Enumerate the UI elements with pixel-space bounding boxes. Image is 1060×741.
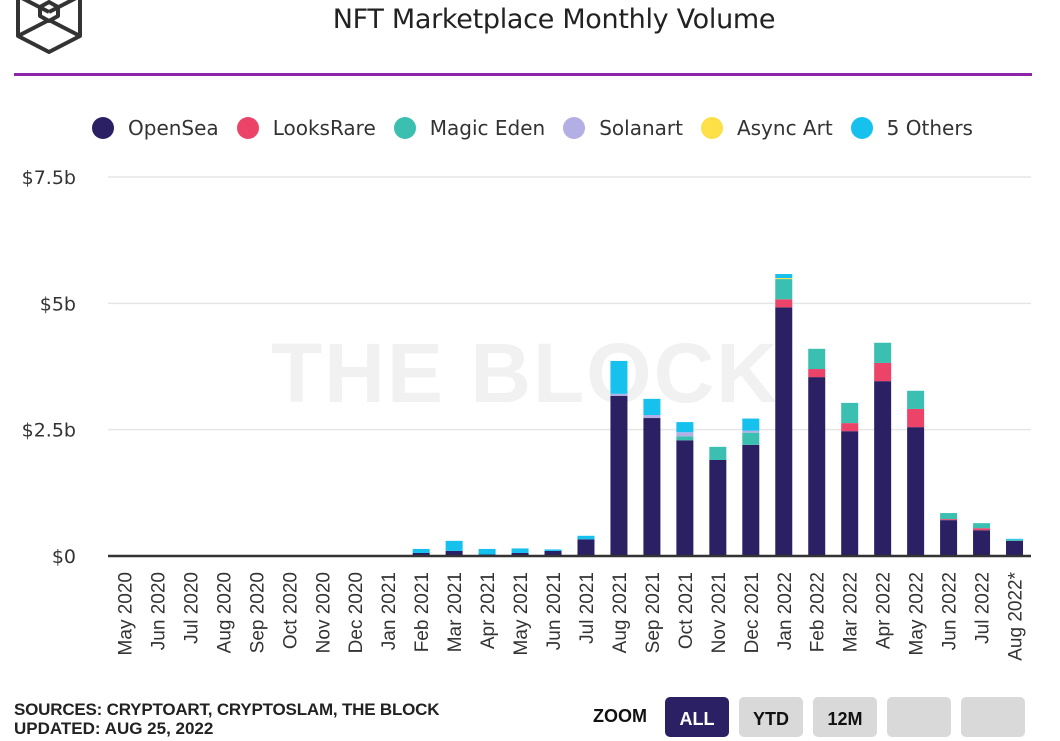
watermark-text: THE BLOCK xyxy=(271,326,779,420)
bar-segment-opensea[interactable] xyxy=(874,381,891,556)
bar-segment-magic-eden[interactable] xyxy=(676,436,693,440)
updated-text: UPDATED: AUG 25, 2022 xyxy=(14,719,213,739)
bar-segment-opensea[interactable] xyxy=(841,431,858,556)
bar-segment-5-others[interactable] xyxy=(676,422,693,432)
bar-segment-looksrare[interactable] xyxy=(940,519,957,520)
bar-segment-5-others[interactable] xyxy=(643,399,660,415)
bar-segment-solanart[interactable] xyxy=(643,415,660,418)
bar-segment-looksrare[interactable] xyxy=(874,363,891,381)
bar-segment-solanart[interactable] xyxy=(610,394,627,396)
bar-segment-5-others[interactable] xyxy=(742,419,759,431)
bar-segment-opensea[interactable] xyxy=(577,539,594,556)
bar-segment-5-others[interactable] xyxy=(446,541,463,551)
bar-segment-opensea[interactable] xyxy=(1006,541,1023,556)
bar-segment-looksrare[interactable] xyxy=(907,409,924,427)
bar-segment-async-art[interactable] xyxy=(775,278,792,279)
bar-segment-magic-eden[interactable] xyxy=(841,403,858,423)
x-tick-label: Aug 2021 xyxy=(610,572,631,653)
bar-segment-opensea[interactable] xyxy=(709,460,726,556)
x-tick-label: Oct 2020 xyxy=(280,572,301,649)
bar-segment-magic-eden[interactable] xyxy=(973,523,990,528)
bar-segment-magic-eden[interactable] xyxy=(1006,540,1023,541)
sources-text: SOURCES: CRYPTOART, CRYPTOSLAM, THE BLOC… xyxy=(14,700,439,720)
bar-segment-opensea[interactable] xyxy=(742,445,759,556)
bar-segment-opensea[interactable] xyxy=(973,530,990,556)
bar-segment-5-others[interactable] xyxy=(545,549,562,551)
x-tick-label: Jun 2022 xyxy=(940,572,961,650)
x-tick-label: Oct 2021 xyxy=(676,572,697,649)
x-tick-label: May 2021 xyxy=(511,572,532,655)
x-tick-label: Apr 2022 xyxy=(874,572,895,649)
bar-segment-5-others[interactable] xyxy=(577,536,594,540)
bar-segment-looksrare[interactable] xyxy=(808,369,825,377)
zoom-range-button[interactable] xyxy=(887,697,951,737)
bar-segment-opensea[interactable] xyxy=(610,396,627,556)
x-tick-label: Mar 2022 xyxy=(841,572,862,652)
bar-segment-magic-eden[interactable] xyxy=(874,343,891,363)
x-tick-label: Nov 2021 xyxy=(709,572,730,653)
bar-segment-opensea[interactable] xyxy=(907,427,924,556)
bar-segment-magic-eden[interactable] xyxy=(907,391,924,409)
x-tick-label: Nov 2020 xyxy=(313,572,334,653)
bar-segment-magic-eden[interactable] xyxy=(940,513,957,519)
x-tick-label: Jun 2020 xyxy=(148,572,169,650)
bar-segment-opensea[interactable] xyxy=(940,520,957,556)
zoom-12m-button[interactable]: 12M xyxy=(813,697,877,737)
y-tick-label: $2.5b xyxy=(22,420,76,442)
bar-segment-5-others[interactable] xyxy=(775,274,792,278)
bar-segment-magic-eden[interactable] xyxy=(808,349,825,369)
y-tick-label: $0 xyxy=(52,546,76,568)
bar-segment-opensea[interactable] xyxy=(676,440,693,556)
x-tick-label: Sep 2020 xyxy=(247,572,268,653)
x-tick-label: Jul 2020 xyxy=(181,572,202,644)
bar-segment-looksrare[interactable] xyxy=(973,528,990,530)
bar-segment-solanart[interactable] xyxy=(742,431,759,433)
bar-segment-opensea[interactable] xyxy=(808,377,825,556)
x-tick-label: Aug 2020 xyxy=(214,572,235,653)
bar-segment-magic-eden[interactable] xyxy=(709,447,726,460)
stacked-bar-chart: THE BLOCK May 2020 Jun 2020 Jul 2020 Aug 20… xyxy=(0,0,1060,700)
x-tick-label: Aug 2022* xyxy=(1006,571,1027,660)
x-tick-label: Jan 2021 xyxy=(379,572,400,650)
bar-segment-opensea[interactable] xyxy=(643,418,660,556)
y-tick-label: $5b xyxy=(40,293,76,315)
bar-segment-5-others[interactable] xyxy=(1006,539,1023,540)
x-tick-label: Jul 2021 xyxy=(577,572,598,644)
bar-segment-5-others[interactable] xyxy=(610,361,627,394)
zoom-ytd-button[interactable]: YTD xyxy=(739,697,803,737)
x-tick-label: Dec 2021 xyxy=(742,572,763,653)
x-tick-label: Apr 2021 xyxy=(478,572,499,649)
bar-segment-opensea[interactable] xyxy=(775,307,792,556)
zoom-all-button[interactable]: ALL xyxy=(665,697,729,737)
x-tick-label: May 2022 xyxy=(907,572,928,655)
x-tick-label: Feb 2021 xyxy=(412,572,433,652)
x-tick-label: Jun 2021 xyxy=(544,572,565,650)
x-tick-label: Jul 2022 xyxy=(973,572,994,644)
bar-segment-looksrare[interactable] xyxy=(841,423,858,431)
x-tick-label: May 2020 xyxy=(115,572,136,655)
bar-segment-looksrare[interactable] xyxy=(775,299,792,307)
x-tick-label: Jan 2022 xyxy=(775,572,796,650)
bar-segment-magic-eden[interactable] xyxy=(775,279,792,299)
x-tick-label: Dec 2020 xyxy=(346,572,367,653)
y-tick-label: $7.5b xyxy=(22,167,76,189)
bar-segment-5-others[interactable] xyxy=(512,548,529,553)
x-tick-label: Mar 2021 xyxy=(445,572,466,652)
x-tick-label: Feb 2022 xyxy=(808,572,829,652)
x-tick-label: Sep 2021 xyxy=(643,572,664,653)
bar-segment-magic-eden[interactable] xyxy=(742,433,759,445)
bar-segment-5-others[interactable] xyxy=(413,549,430,553)
zoom-range-button[interactable] xyxy=(961,697,1025,737)
bar-segment-solanart[interactable] xyxy=(676,432,693,436)
bar-segment-5-others[interactable] xyxy=(479,549,496,555)
